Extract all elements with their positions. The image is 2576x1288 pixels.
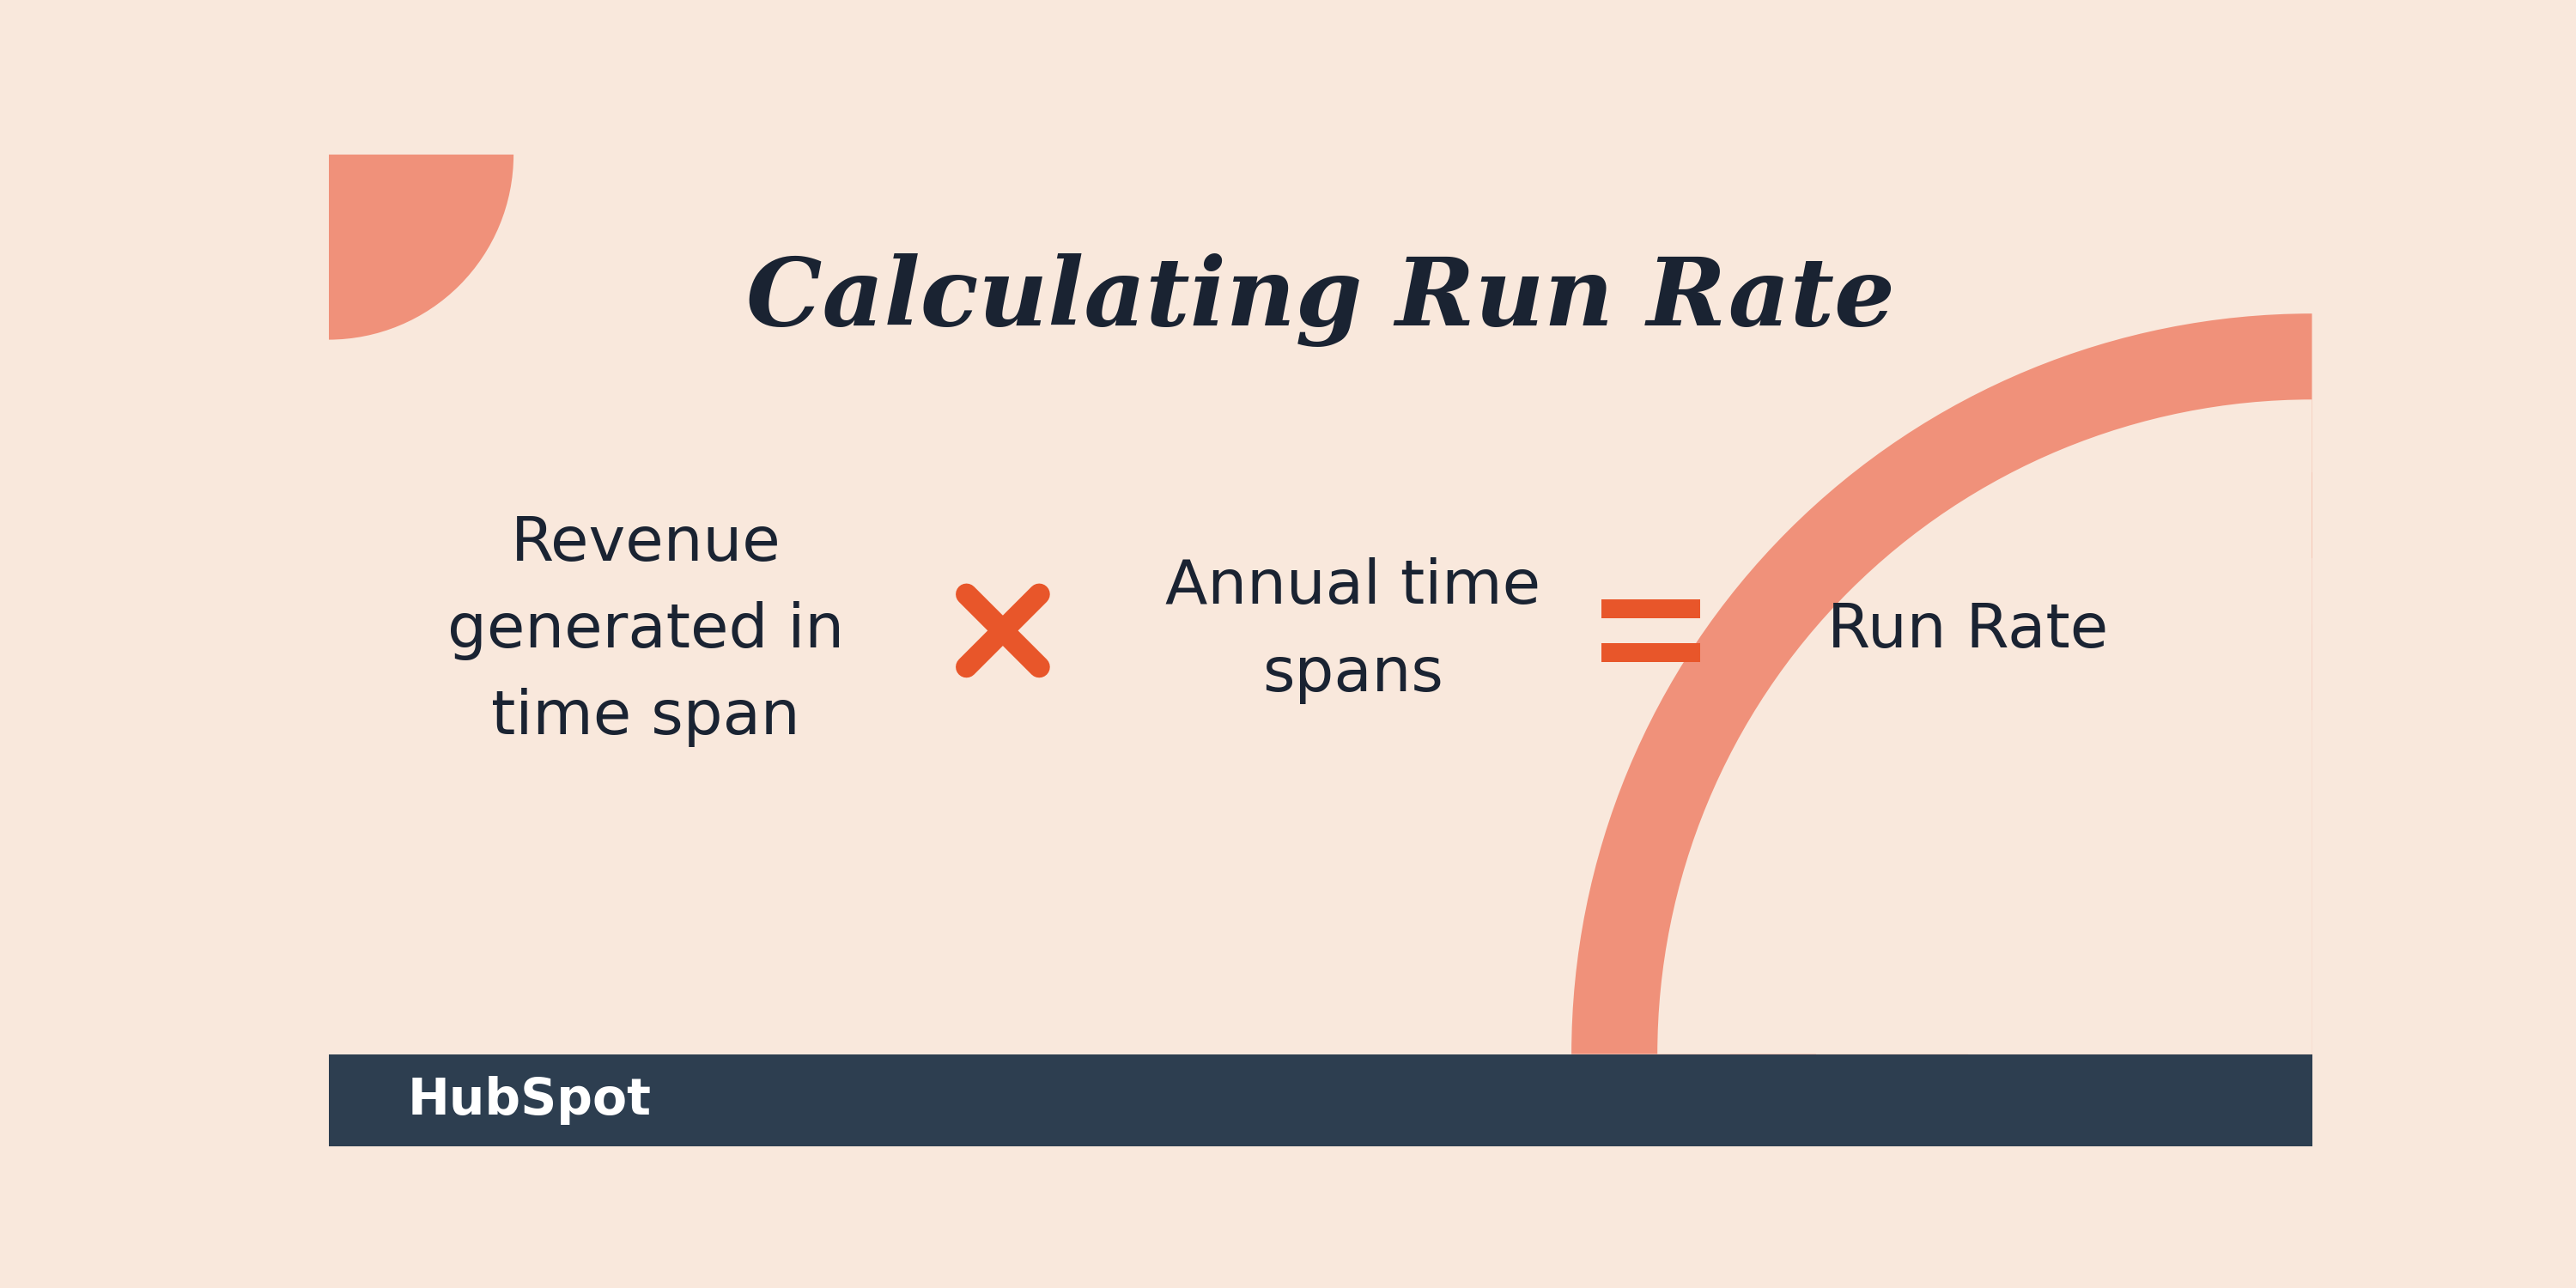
- Wedge shape: [1731, 473, 2313, 1054]
- Wedge shape: [1571, 313, 2313, 1054]
- Wedge shape: [1883, 625, 2313, 1054]
- Text: Run Rate: Run Rate: [1826, 601, 2110, 661]
- Circle shape: [144, 0, 513, 340]
- Text: HubSpot: HubSpot: [407, 1075, 652, 1124]
- Text: Calculating Run Rate: Calculating Run Rate: [747, 254, 1893, 346]
- Text: Revenue
generated in
time span: Revenue generated in time span: [448, 514, 845, 747]
- Wedge shape: [1816, 558, 2313, 1054]
- Wedge shape: [1656, 399, 2313, 1054]
- Bar: [1602, 599, 1700, 618]
- Bar: [330, 1054, 2313, 1146]
- Text: Annual time
spans: Annual time spans: [1164, 558, 1540, 703]
- Wedge shape: [1968, 710, 2313, 1054]
- Bar: [1602, 643, 1700, 662]
